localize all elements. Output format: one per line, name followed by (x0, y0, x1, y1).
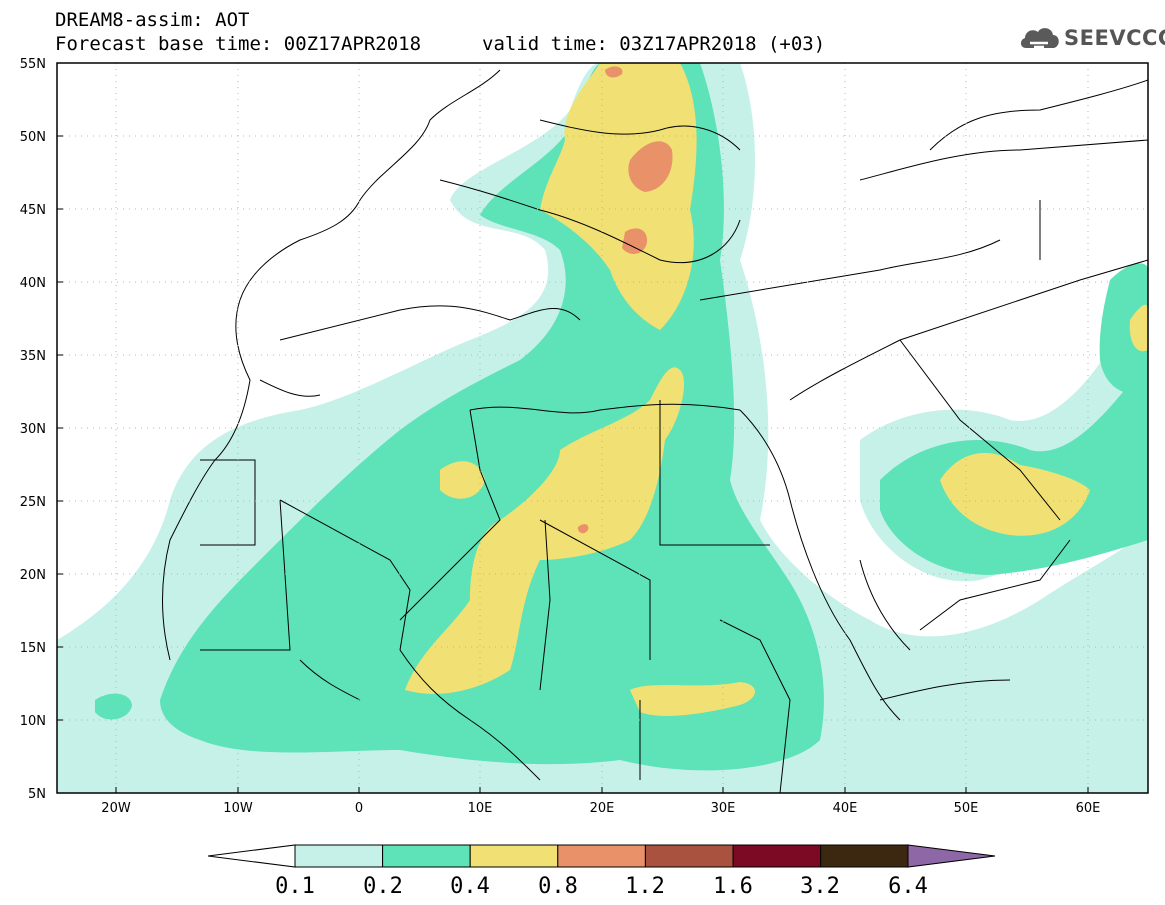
lon-label: 0 (355, 801, 363, 816)
seevccc-logo: SEEVCCC (1018, 22, 1165, 56)
colorbar-cell (732, 844, 822, 868)
lat-label: 10N (20, 714, 46, 729)
lat-label: 25N (20, 495, 46, 510)
lon-label: 60E (1076, 801, 1101, 816)
aot-level-0-8 (577, 66, 673, 534)
lon-label: 20W (101, 801, 131, 816)
longitude-labels: 20W 10W 0 10E 20E 30E 40E 50E 60E (101, 801, 1100, 816)
colorbar-label: 6.4 (888, 874, 928, 899)
colorbar-cell (469, 844, 559, 868)
colorbar-labels: 0.1 0.2 0.4 0.8 1.2 1.6 3.2 6.4 (275, 874, 928, 899)
aot-field (57, 63, 1148, 793)
colorbar-under-arrow (207, 844, 296, 868)
lat-label: 55N (20, 57, 46, 72)
colorbar-over-arrow (907, 844, 996, 868)
country-borders (162, 69, 1148, 793)
lat-label: 40N (20, 276, 46, 291)
lat-label: 35N (20, 349, 46, 364)
cloud-icon (1020, 28, 1059, 49)
lon-label: 30E (711, 801, 736, 816)
logo-text: SEEVCCC (1064, 26, 1165, 50)
lat-label: 15N (20, 641, 46, 656)
colorbar-cell (382, 844, 471, 868)
axis-ticks (57, 62, 1089, 794)
colorbar (207, 844, 996, 868)
lon-label: 10E (468, 801, 493, 816)
colorbar-cell (820, 844, 909, 868)
valid-time: valid time: 03Z17APR2018 (+03) (482, 33, 826, 55)
colorbar-label: 0.1 (275, 874, 315, 899)
lon-label: 10W (223, 801, 253, 816)
colorbar-label: 0.8 (538, 874, 578, 899)
colorbar-label: 1.2 (625, 874, 665, 899)
map-title: DREAM8-assim: AOT (55, 9, 250, 31)
colorbar-cell (644, 844, 734, 868)
lat-label: 5N (28, 787, 46, 802)
lon-label: 20E (590, 801, 615, 816)
lon-label: 50E (954, 801, 979, 816)
colorbar-label: 0.2 (363, 874, 403, 899)
colorbar-label: 3.2 (800, 874, 840, 899)
lat-label: 30N (20, 422, 46, 437)
lon-label: 40E (833, 801, 858, 816)
forecast-base-time: Forecast base time: 00Z17APR2018 (55, 33, 422, 55)
colorbar-cell (294, 844, 384, 868)
aot-level-0-4 (405, 63, 1148, 716)
colorbar-cell (557, 844, 646, 868)
lat-label: 50N (20, 130, 46, 145)
lat-label: 45N (20, 203, 46, 218)
latitude-labels: 55N 50N 45N 40N 35N 30N 25N 20N 15N 10N … (20, 57, 46, 802)
colorbar-label: 0.4 (450, 874, 490, 899)
colorbar-label: 1.6 (713, 874, 753, 899)
lat-label: 20N (20, 568, 46, 583)
